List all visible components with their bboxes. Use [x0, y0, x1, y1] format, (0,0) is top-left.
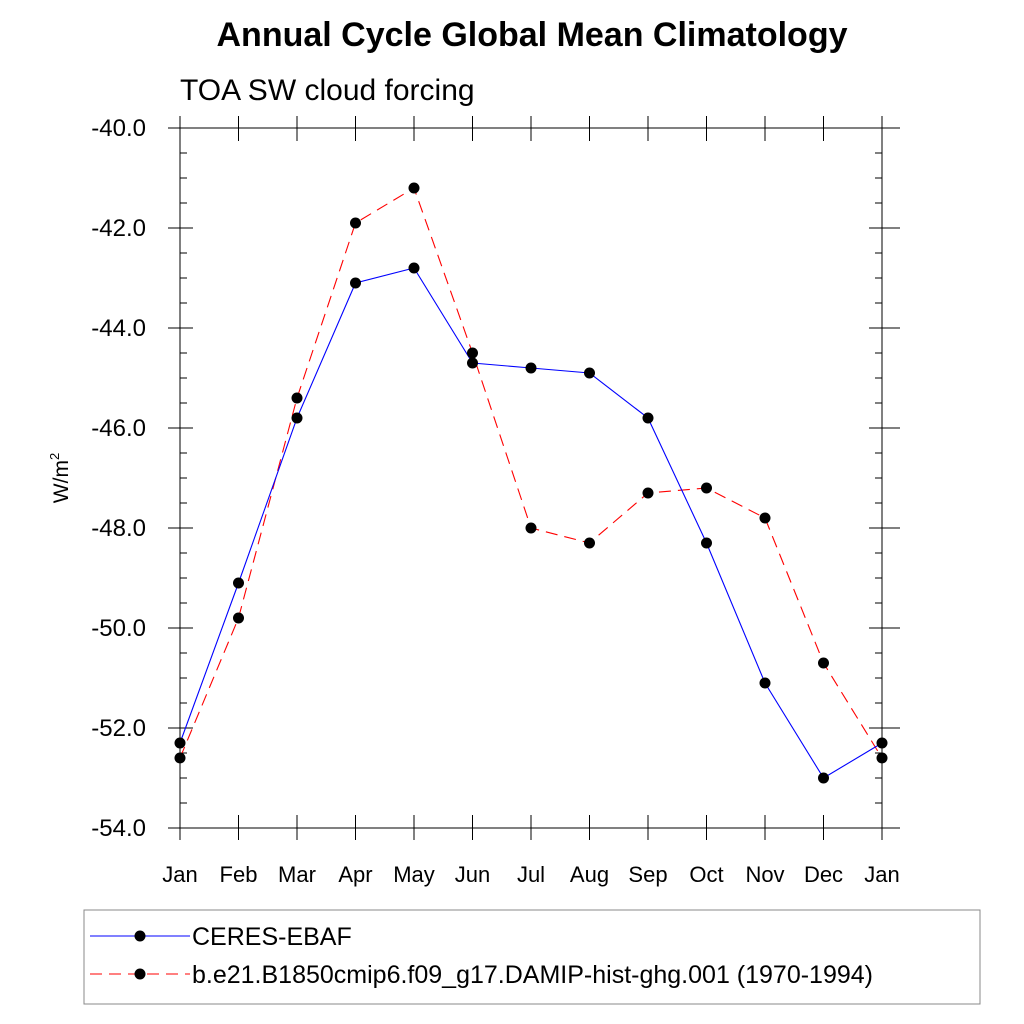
x-tick-label: Jul	[517, 862, 545, 887]
data-point	[233, 577, 244, 589]
x-tick-label: Nov	[745, 862, 784, 887]
y-axis-title: W/m2	[47, 453, 73, 503]
data-point	[291, 412, 303, 424]
data-point	[467, 357, 478, 369]
x-tick-label: Jan	[864, 862, 899, 887]
y-tick-label: -54.0	[91, 815, 146, 842]
x-tick-label: Feb	[220, 862, 258, 887]
x-tick-label: Oct	[689, 862, 723, 887]
x-tick-label: Jan	[162, 862, 197, 887]
chart-subtitle: TOA SW cloud forcing	[180, 74, 475, 107]
data-point	[408, 182, 420, 194]
data-point	[291, 392, 303, 404]
legend-marker	[134, 930, 146, 942]
x-tick-label: Jun	[455, 862, 490, 887]
y-tick-label: -40.0	[91, 115, 146, 142]
x-tick-label: Apr	[338, 862, 372, 887]
series-line	[179, 187, 883, 759]
data-point	[642, 412, 654, 424]
y-tick-label: -50.0	[91, 615, 146, 642]
data-point	[233, 612, 244, 624]
legend-label: CERES-EBAF	[192, 923, 352, 951]
x-tick-label: Sep	[628, 862, 667, 887]
x-tick-label: Dec	[804, 862, 843, 887]
data-point	[876, 752, 888, 764]
y-tick-label: -52.0	[91, 715, 146, 742]
data-point	[759, 677, 771, 689]
legend: CERES-EBAF b.e21.B1850cmip6.f09_g17.DAMIP…	[90, 923, 873, 989]
legend-box	[83, 909, 981, 1005]
data-point	[525, 522, 537, 534]
x-tick-label: Mar	[278, 862, 316, 887]
data-point	[818, 772, 829, 784]
y-tick-label: -48.0	[91, 515, 146, 542]
data-point	[759, 512, 771, 524]
legend-label: b.e21.B1850cmip6.f09_g17.DAMIP-hist-ghg.…	[192, 961, 873, 989]
plot-frame	[179, 127, 883, 829]
chart-title: Annual Cycle Global Mean Climatology	[217, 16, 848, 54]
data-point	[701, 537, 712, 549]
data-point	[818, 657, 829, 669]
series-layer	[174, 182, 888, 784]
y-axis-title-superscript: 2	[47, 453, 62, 460]
data-point	[701, 482, 712, 494]
data-point	[408, 262, 420, 274]
y-axis: -40.0 -42.0 -44.0 -46.0 -48.0 -50.0 -52.0 -54.0	[91, 115, 900, 842]
data-point	[584, 537, 595, 549]
data-point	[350, 277, 361, 289]
y-tick-label: -42.0	[91, 215, 146, 242]
data-point	[525, 362, 537, 374]
y-tick-label: -44.0	[91, 315, 146, 342]
data-point	[350, 217, 361, 229]
y-axis-title-base: W/m	[50, 460, 73, 503]
y-tick-label: -46.0	[91, 415, 146, 442]
x-axis: Jan Feb Mar Apr May Jun Jul Aug Sep Oct Nov Dec Jan	[162, 116, 900, 887]
data-point	[584, 367, 595, 379]
data-point	[467, 347, 478, 359]
x-tick-label: May	[393, 862, 435, 887]
data-point	[876, 737, 888, 749]
x-tick-label: Aug	[570, 862, 609, 887]
legend-marker	[134, 968, 146, 980]
data-point	[174, 752, 186, 764]
data-point	[642, 487, 654, 499]
data-point	[174, 737, 186, 749]
